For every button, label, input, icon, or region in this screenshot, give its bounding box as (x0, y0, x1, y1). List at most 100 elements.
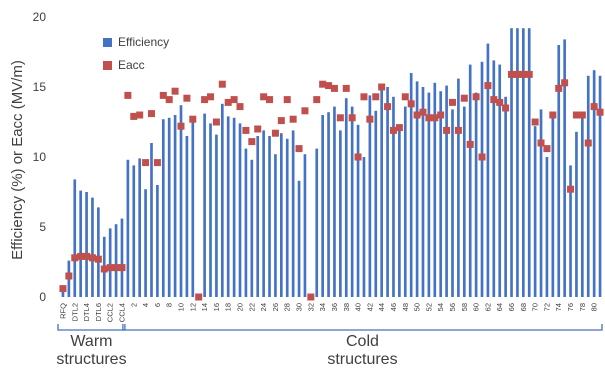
eacc-marker (590, 103, 598, 111)
efficiency-bar (250, 159, 254, 297)
eacc-marker (65, 272, 73, 280)
eacc-marker (537, 139, 545, 147)
efficiency-bar (398, 126, 401, 297)
efficiency-bar (563, 39, 566, 298)
eacc-marker (201, 96, 209, 104)
eacc-marker (77, 252, 85, 260)
efficiency-bar (462, 106, 466, 297)
eacc-marker (283, 96, 291, 104)
efficiency-bar (209, 123, 212, 298)
eacc-marker (543, 145, 551, 153)
x-tick-label: 54 (436, 303, 445, 311)
group-label: Cold (346, 333, 379, 350)
x-tick-label: 18 (224, 303, 233, 311)
eacc-marker (242, 126, 250, 134)
efficiency-bar (380, 87, 383, 297)
efficiency-bar (85, 192, 88, 297)
efficiency-bar (575, 131, 578, 297)
efficiency-bar (191, 120, 195, 297)
x-tick-label: 46 (389, 303, 398, 311)
eacc-marker (165, 96, 173, 104)
efficiency-bar (108, 228, 112, 297)
efficiency-bar (374, 110, 378, 297)
eacc-marker (378, 83, 386, 91)
eacc-marker (147, 110, 155, 118)
eacc-marker (561, 79, 569, 87)
eacc-marker (248, 138, 256, 146)
legend-eacc-swatch (103, 61, 112, 70)
efficiency-bar (427, 92, 431, 297)
eacc-marker (295, 145, 303, 153)
eacc-marker (83, 252, 91, 260)
x-tick-label: 34 (318, 303, 327, 311)
efficiency-bar (510, 28, 513, 297)
x-tick-label: 16 (212, 303, 221, 311)
y-tick-label: 10 (33, 150, 47, 164)
y-tick-label: 0 (39, 290, 46, 304)
efficiency-bar (344, 98, 348, 297)
eacc-marker (431, 114, 439, 122)
x-tick-label: 58 (460, 303, 469, 311)
eacc-marker (567, 185, 575, 193)
efficiency-bar (220, 103, 224, 297)
x-tick-label: 14 (200, 303, 209, 311)
efficiency-bar (161, 119, 165, 297)
efficiency-bar (91, 197, 94, 297)
eacc-marker (130, 112, 138, 120)
x-tick-label: 42 (365, 303, 374, 311)
x-tick-label: CCL4 (117, 303, 126, 322)
x-tick-label: 78 (578, 303, 587, 311)
eacc-marker (189, 115, 197, 123)
efficiency-bar (356, 124, 360, 297)
efficiency-bar (327, 112, 330, 297)
y-tick-label: 5 (39, 220, 46, 234)
eacc-marker (354, 153, 362, 161)
efficiency-bar (392, 96, 395, 297)
eacc-marker (177, 122, 185, 130)
efficiency-bar (132, 165, 136, 297)
eacc-marker (118, 264, 126, 272)
x-tick-label: 62 (483, 303, 492, 311)
efficiency-bar (445, 85, 448, 297)
x-tick-label: 24 (259, 303, 268, 311)
efficiency-bar (333, 106, 336, 297)
eacc-marker (384, 103, 392, 111)
efficiency-bars (61, 28, 602, 298)
efficiency-bar (73, 179, 77, 297)
legend-eacc-label: Eacc (118, 58, 145, 72)
x-tick-label: 48 (401, 303, 410, 311)
eacc-marker (525, 70, 533, 78)
eacc-marker (230, 96, 238, 104)
eacc-marker (136, 111, 144, 119)
efficiency-bar (232, 117, 236, 297)
efficiency-bar (167, 117, 171, 297)
eacc-marker (531, 118, 539, 126)
efficiency-bar (527, 28, 531, 297)
eacc-marker (236, 103, 244, 111)
eacc-marker (260, 93, 268, 101)
x-tick-label: 70 (531, 303, 540, 311)
eacc-marker (212, 118, 220, 126)
eacc-marker (519, 70, 527, 78)
x-tick-label: 76 (566, 303, 575, 311)
efficiency-bar (592, 70, 596, 297)
efficiency-bar (297, 180, 301, 297)
eacc-marker (395, 124, 403, 132)
legend-efficiency-swatch (103, 38, 112, 47)
eacc-marker (301, 107, 309, 115)
efficiency-bar (238, 123, 242, 298)
efficiency-bar (244, 148, 248, 297)
efficiency-bar (504, 96, 507, 297)
eacc-marker (71, 254, 79, 262)
x-tick-label: 32 (306, 303, 315, 311)
eacc-marker (513, 70, 521, 78)
y-tick-label: 20 (33, 10, 47, 24)
eacc-marker (59, 285, 67, 293)
eacc-marker (313, 96, 321, 104)
x-tick-label: 52 (424, 303, 433, 311)
eacc-marker (319, 80, 327, 88)
efficiency-bar (480, 61, 484, 297)
efficiency-bar (569, 165, 572, 297)
eacc-marker (112, 264, 120, 272)
